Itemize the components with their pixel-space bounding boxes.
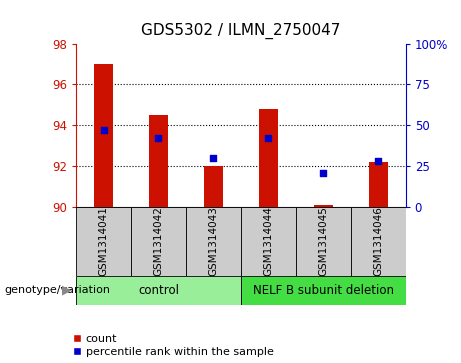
Text: ▶: ▶ <box>62 284 71 297</box>
Bar <box>94 64 113 207</box>
Bar <box>241 276 406 305</box>
Point <box>100 127 107 133</box>
Point <box>374 158 382 164</box>
Bar <box>131 207 186 276</box>
Bar <box>259 109 278 207</box>
Point <box>319 170 327 175</box>
Text: GSM1314044: GSM1314044 <box>263 207 273 276</box>
Title: GDS5302 / ILMN_2750047: GDS5302 / ILMN_2750047 <box>141 23 341 40</box>
Point <box>265 135 272 141</box>
Legend: count, percentile rank within the sample: count, percentile rank within the sample <box>72 334 274 358</box>
Text: genotype/variation: genotype/variation <box>5 285 111 295</box>
Bar <box>76 207 131 276</box>
Text: GSM1314045: GSM1314045 <box>318 207 328 276</box>
Text: GSM1314043: GSM1314043 <box>208 207 219 276</box>
Bar <box>351 207 406 276</box>
Bar <box>313 205 333 207</box>
Text: GSM1314046: GSM1314046 <box>373 207 383 276</box>
Point <box>155 135 162 141</box>
Bar <box>204 166 223 207</box>
Point <box>210 155 217 161</box>
Bar <box>296 207 351 276</box>
Bar <box>369 162 388 207</box>
Bar <box>186 207 241 276</box>
Bar <box>241 207 296 276</box>
Text: GSM1314041: GSM1314041 <box>99 207 108 276</box>
Bar <box>149 115 168 207</box>
Text: NELF B subunit deletion: NELF B subunit deletion <box>253 284 394 297</box>
Bar <box>76 276 241 305</box>
Text: GSM1314042: GSM1314042 <box>154 207 164 276</box>
Text: control: control <box>138 284 179 297</box>
